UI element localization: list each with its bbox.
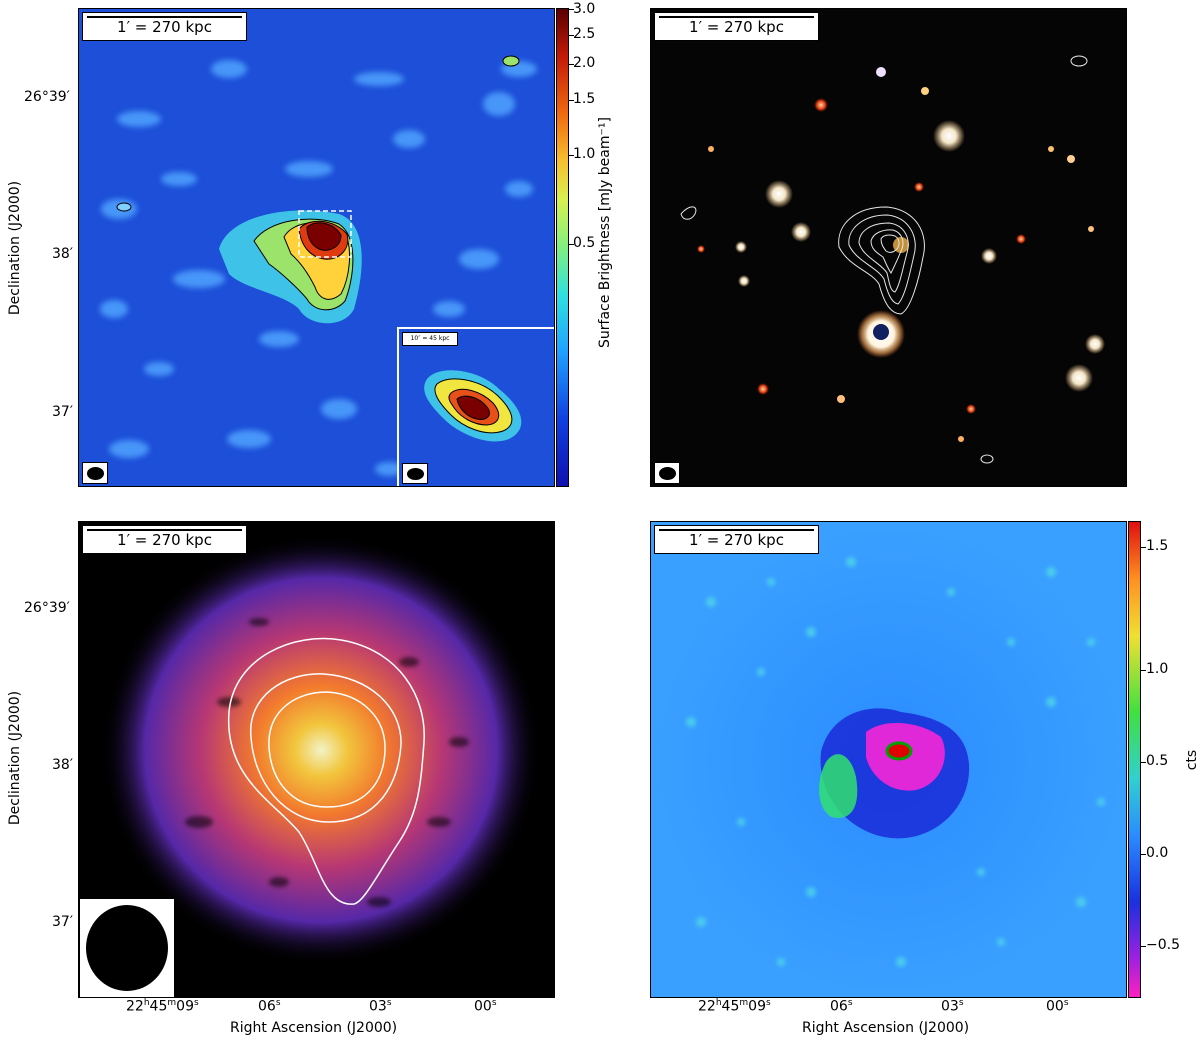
residual-colorbar-label: cts (1184, 749, 1200, 771)
xray-dec-axis-label: Declination (J2000) (7, 690, 23, 826)
xray-dec-tick-1: 26°39′ (24, 600, 70, 616)
radio-cb-tick-4: 1.5 (573, 91, 596, 107)
xray-dec-tick-2: 38′ (52, 757, 73, 773)
optical-panel: 1′ = 270 kpc (650, 8, 1127, 487)
xray-ra-axis-label: Right Ascension (J2000) (230, 1020, 398, 1036)
radio-cb-tick-2: 2.5 (573, 26, 596, 42)
xray-ra-tick-2: 06s (258, 998, 281, 1015)
radio-image (79, 9, 554, 486)
residual-ra-tick-4: 00s (1046, 998, 1069, 1015)
optical-image (651, 9, 1126, 486)
residual-scale-bar: 1′ = 270 kpc (654, 525, 819, 554)
inset-image (399, 329, 554, 486)
radio-cb-tick-6: 0.5 (573, 235, 596, 251)
residual-colorbar (1128, 521, 1141, 998)
xray-scale-label: 1′ = 270 kpc (117, 531, 212, 549)
inset-beam (402, 463, 428, 484)
residual-ra-tick-3: 03s (941, 998, 964, 1015)
xray-ra-tick-4: 00s (474, 998, 497, 1015)
radio-inset: 10″ = 45 kpc (397, 327, 554, 486)
dec-axis-label: Declination (J2000) (7, 180, 23, 316)
radio-colorbar-label: Surface Brightness [mJy beam⁻¹] (597, 117, 613, 348)
radio-colorbar (556, 8, 569, 487)
scale-bar: 1′ = 270 kpc (82, 12, 247, 41)
xray-ra-tick-3: 03s (369, 998, 392, 1015)
residual-ra-axis-label: Right Ascension (J2000) (802, 1020, 970, 1036)
dec-tick-1: 26°39′ (24, 89, 70, 105)
beam-indicator (82, 462, 108, 484)
residual-cb-tick-4: 0.0 (1146, 845, 1169, 861)
residual-cb-tick-3: 0.5 (1146, 753, 1169, 769)
radio-cb-tick-1: 3.0 (573, 1, 596, 17)
xray-panel: 1′ = 270 kpc (78, 521, 555, 998)
optical-scale-label: 1′ = 270 kpc (689, 18, 784, 36)
residual-scale-label: 1′ = 270 kpc (689, 531, 784, 549)
xray-beam-indicator (79, 898, 175, 997)
residual-image (651, 522, 1126, 997)
xray-ra-tick-1: 22h45m09s (126, 998, 199, 1015)
residual-ra-tick-1: 22h45m09s (698, 998, 771, 1015)
residual-cb-tick-2: 1.0 (1146, 661, 1169, 677)
residual-cb-tick-5: −0.5 (1146, 937, 1180, 953)
radio-panel: 10″ = 45 kpc 1′ = 270 kpc (78, 8, 555, 487)
inset-scale-label: 10″ = 45 kpc (410, 335, 450, 342)
residual-panel: 1′ = 270 kpc (650, 521, 1127, 998)
residual-cb-tick-1: 1.5 (1146, 538, 1169, 554)
xray-scale-bar: 1′ = 270 kpc (82, 525, 247, 554)
residual-ra-tick-2: 06s (830, 998, 853, 1015)
optical-scale-bar: 1′ = 270 kpc (654, 12, 819, 41)
radio-cb-tick-3: 2.0 (573, 55, 596, 71)
inset-scale-bar: 10″ = 45 kpc (402, 332, 458, 346)
optical-beam-indicator (654, 462, 680, 484)
dec-tick-3: 37′ (52, 404, 73, 420)
xray-dec-tick-3: 37′ (52, 914, 73, 930)
radio-cb-tick-5: 1.0 (573, 146, 596, 162)
scale-bar-label: 1′ = 270 kpc (117, 18, 212, 36)
dec-tick-2: 38′ (52, 246, 73, 262)
